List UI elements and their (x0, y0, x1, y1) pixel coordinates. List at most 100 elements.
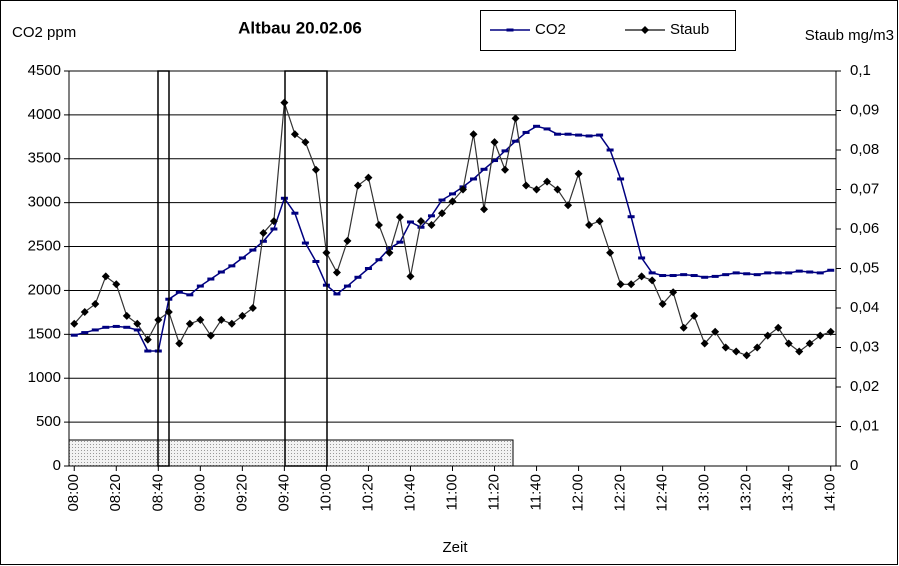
plot-background (69, 71, 836, 466)
y-tick-label: 1000 (28, 369, 61, 386)
marker (763, 331, 772, 340)
y2-tick-label: 0,1 (850, 62, 871, 79)
marker (585, 134, 593, 138)
marker (437, 209, 446, 218)
marker (774, 271, 782, 275)
y2-tick-label: 0,08 (850, 141, 879, 158)
y2-tick-label: 0,01 (850, 417, 879, 434)
marker (627, 280, 636, 289)
x-tick-label: 09:40 (275, 474, 292, 512)
y2-tick-label: 0,04 (850, 299, 879, 316)
marker (470, 177, 478, 181)
marker (753, 343, 762, 352)
x-tick-label: 10:40 (401, 474, 418, 512)
marker (469, 130, 478, 139)
marker (122, 311, 131, 320)
marker (91, 300, 100, 309)
marker (711, 327, 720, 336)
marker (806, 270, 814, 274)
marker (291, 211, 299, 215)
marker (596, 133, 604, 137)
marker (70, 333, 78, 337)
marker (375, 258, 383, 262)
marker (606, 148, 614, 152)
y2-tick-label: 0,09 (850, 101, 879, 118)
marker (374, 221, 383, 230)
shaded-period (68, 439, 514, 467)
marker (227, 319, 236, 328)
marker (459, 185, 468, 194)
marker (700, 339, 709, 348)
y-axis-label: CO2 ppm (12, 24, 76, 41)
marker (81, 331, 89, 335)
marker (721, 343, 730, 352)
marker (406, 220, 414, 224)
chart-title: Altbau 20.02.06 (238, 18, 362, 37)
y-tick-label: 500 (36, 413, 61, 430)
marker (795, 269, 803, 273)
marker (690, 274, 698, 278)
marker (238, 256, 246, 260)
marker (343, 284, 351, 288)
marker (80, 307, 89, 316)
marker (805, 339, 814, 348)
marker (332, 268, 341, 277)
x-tick-label: 11:00 (443, 474, 460, 510)
y2-tick-label: 0,05 (850, 259, 879, 276)
marker (490, 138, 499, 147)
marker (438, 198, 446, 202)
marker (554, 132, 562, 136)
y-tick-label: 3500 (28, 150, 61, 167)
marker (417, 225, 425, 229)
marker (659, 274, 667, 278)
marker (679, 323, 688, 332)
x-tick-label: 10:20 (359, 474, 376, 512)
marker (354, 275, 362, 279)
marker (648, 276, 657, 285)
marker (353, 181, 362, 190)
marker (827, 268, 835, 272)
highlight-box (157, 70, 170, 467)
marker (101, 272, 110, 281)
x-tick-label: 13:20 (738, 474, 755, 512)
x-tick-label: 12:20 (612, 474, 629, 512)
y2-tick-label: 0 (850, 457, 858, 474)
marker (648, 271, 656, 275)
marker (406, 272, 415, 281)
y-tick-label: 4000 (28, 106, 61, 123)
marker (669, 288, 678, 297)
marker (238, 311, 247, 320)
marker (427, 214, 435, 218)
marker (501, 165, 510, 174)
marker (543, 177, 552, 186)
marker (112, 324, 120, 328)
marker (290, 130, 299, 139)
x-tick-label: 10:00 (317, 474, 334, 512)
marker (364, 173, 373, 182)
marker (574, 169, 583, 178)
y2-tick-label: 0,03 (850, 338, 879, 355)
x-tick-label: 12:40 (654, 474, 671, 512)
marker (680, 273, 688, 277)
x-axis-label: Zeit (442, 539, 468, 556)
marker (249, 248, 257, 252)
marker (532, 185, 541, 194)
marker (269, 217, 278, 226)
x-tick-label: 11:20 (485, 474, 502, 510)
y2-tick-label: 0,06 (850, 220, 879, 237)
marker (427, 221, 436, 230)
marker (311, 165, 320, 174)
marker (144, 349, 152, 353)
marker (449, 192, 456, 196)
marker (196, 315, 205, 324)
marker (564, 201, 573, 210)
marker (795, 347, 804, 356)
marker (511, 114, 520, 123)
y-tick-label: 2500 (28, 238, 61, 255)
marker (448, 197, 457, 206)
marker (301, 138, 310, 147)
x-tick-label: 08:00 (65, 474, 82, 512)
marker (133, 328, 141, 332)
marker (711, 274, 719, 278)
